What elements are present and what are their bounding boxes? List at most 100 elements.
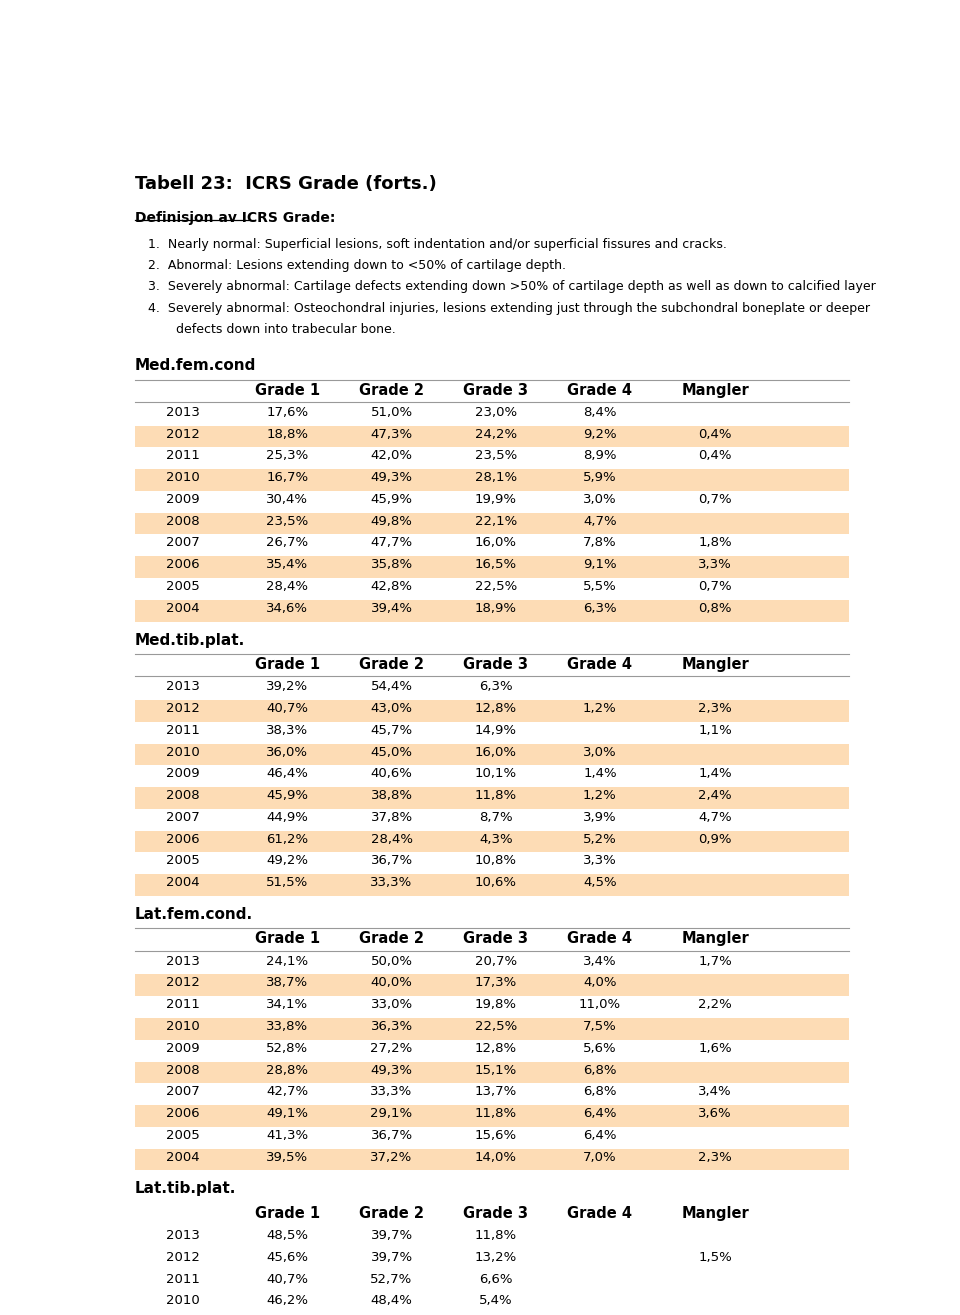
Text: 2007: 2007: [166, 537, 200, 550]
Text: 8,9%: 8,9%: [583, 450, 616, 463]
Text: 15,1%: 15,1%: [474, 1064, 516, 1077]
Bar: [134, 831, 849, 852]
Text: Grade 1: Grade 1: [254, 1206, 320, 1220]
Text: 27,2%: 27,2%: [371, 1041, 413, 1055]
Text: 2,3%: 2,3%: [698, 1151, 732, 1164]
Text: 12,8%: 12,8%: [474, 702, 516, 715]
Text: 3,9%: 3,9%: [583, 811, 616, 825]
Bar: [134, 513, 849, 534]
Bar: [134, 1249, 849, 1270]
Text: 10,8%: 10,8%: [474, 855, 516, 868]
Text: 22,5%: 22,5%: [474, 580, 516, 593]
Text: 6,4%: 6,4%: [583, 1128, 616, 1141]
Text: 19,9%: 19,9%: [474, 493, 516, 506]
Text: Grade 1: Grade 1: [254, 658, 320, 672]
Text: 2,4%: 2,4%: [698, 789, 732, 802]
Text: 2011: 2011: [166, 723, 201, 736]
Text: 16,0%: 16,0%: [474, 746, 516, 759]
Text: Grade 3: Grade 3: [464, 383, 528, 397]
Text: 2011: 2011: [166, 450, 201, 463]
Text: 38,8%: 38,8%: [371, 789, 413, 802]
Text: 0,7%: 0,7%: [698, 493, 732, 506]
Text: Definisjon av ICRS Grade:: Definisjon av ICRS Grade:: [134, 212, 335, 225]
Bar: [134, 426, 849, 447]
Text: 4,0%: 4,0%: [583, 977, 616, 989]
Text: Mangler: Mangler: [682, 658, 749, 672]
Text: 4,7%: 4,7%: [583, 514, 616, 527]
Text: 2008: 2008: [166, 789, 200, 802]
Text: Med.fem.cond: Med.fem.cond: [134, 358, 256, 373]
Text: 6,8%: 6,8%: [583, 1085, 616, 1098]
Bar: [134, 874, 849, 896]
Text: 48,4%: 48,4%: [371, 1294, 413, 1307]
Text: 7,0%: 7,0%: [583, 1151, 616, 1164]
Text: 15,6%: 15,6%: [474, 1128, 516, 1141]
Text: 5,2%: 5,2%: [583, 832, 616, 846]
Bar: [134, 1105, 849, 1127]
Text: 39,7%: 39,7%: [371, 1251, 413, 1264]
Text: 49,3%: 49,3%: [371, 471, 413, 484]
Text: 50,0%: 50,0%: [371, 955, 413, 968]
Text: 51,0%: 51,0%: [371, 406, 413, 419]
Text: Mangler: Mangler: [682, 1206, 749, 1220]
Text: 3,0%: 3,0%: [583, 493, 616, 506]
Text: 2006: 2006: [166, 559, 200, 571]
Text: 45,0%: 45,0%: [371, 746, 413, 759]
Text: 4.  Severely abnormal: Osteochondral injuries, lesions extending just through th: 4. Severely abnormal: Osteochondral inju…: [148, 301, 871, 314]
Text: 28,4%: 28,4%: [266, 580, 308, 593]
Text: 25,3%: 25,3%: [266, 450, 308, 463]
Text: 2005: 2005: [166, 1128, 200, 1141]
Text: 6,3%: 6,3%: [583, 602, 616, 615]
Text: 6,3%: 6,3%: [479, 680, 513, 693]
Bar: [134, 469, 849, 490]
Text: 35,8%: 35,8%: [371, 559, 413, 571]
Text: 33,3%: 33,3%: [371, 876, 413, 889]
Text: 18,9%: 18,9%: [474, 602, 516, 615]
Text: 46,2%: 46,2%: [266, 1294, 308, 1307]
Text: 47,7%: 47,7%: [371, 537, 413, 550]
Text: Grade 4: Grade 4: [567, 383, 633, 397]
Text: Tabell 23:  ICRS Grade (forts.): Tabell 23: ICRS Grade (forts.): [134, 175, 437, 193]
Text: 2010: 2010: [166, 1294, 200, 1307]
Text: 42,0%: 42,0%: [371, 450, 413, 463]
Text: Grade 2: Grade 2: [359, 931, 424, 947]
Text: 2009: 2009: [166, 493, 200, 506]
Text: 39,4%: 39,4%: [371, 602, 413, 615]
Text: 8,4%: 8,4%: [583, 406, 616, 419]
Text: Med.tib.plat.: Med.tib.plat.: [134, 633, 245, 648]
Text: 26,7%: 26,7%: [266, 537, 308, 550]
Text: 1.  Nearly normal: Superficial lesions, soft indentation and/or superficial fiss: 1. Nearly normal: Superficial lesions, s…: [148, 238, 727, 251]
Text: 49,2%: 49,2%: [266, 855, 308, 868]
Text: 2013: 2013: [166, 955, 201, 968]
Bar: [134, 788, 849, 809]
Text: 45,7%: 45,7%: [371, 723, 413, 736]
Text: 0,8%: 0,8%: [699, 602, 732, 615]
Text: 30,4%: 30,4%: [266, 493, 308, 506]
Text: 43,0%: 43,0%: [371, 702, 413, 715]
Text: 2010: 2010: [166, 471, 200, 484]
Text: 2007: 2007: [166, 811, 200, 825]
Text: 3,4%: 3,4%: [583, 955, 616, 968]
Text: Grade 2: Grade 2: [359, 383, 424, 397]
Text: 2013: 2013: [166, 1230, 201, 1243]
Text: 36,0%: 36,0%: [266, 746, 308, 759]
Text: 36,3%: 36,3%: [371, 1020, 413, 1034]
Text: Grade 4: Grade 4: [567, 658, 633, 672]
Bar: [134, 743, 849, 765]
Text: 16,7%: 16,7%: [266, 471, 308, 484]
Text: 11,0%: 11,0%: [579, 998, 621, 1011]
Text: 23,5%: 23,5%: [474, 450, 516, 463]
Text: 33,0%: 33,0%: [371, 998, 413, 1011]
Text: 23,5%: 23,5%: [266, 514, 308, 527]
Text: 37,2%: 37,2%: [371, 1151, 413, 1164]
Text: Grade 2: Grade 2: [359, 1206, 424, 1220]
Text: 2012: 2012: [166, 427, 201, 441]
Text: 2006: 2006: [166, 1107, 200, 1120]
Text: 29,1%: 29,1%: [371, 1107, 413, 1120]
Text: Grade 3: Grade 3: [464, 931, 528, 947]
Text: Grade 4: Grade 4: [567, 1206, 633, 1220]
Text: 2008: 2008: [166, 514, 200, 527]
Text: 13,2%: 13,2%: [474, 1251, 516, 1264]
Text: 39,5%: 39,5%: [266, 1151, 308, 1164]
Text: 4,7%: 4,7%: [698, 811, 732, 825]
